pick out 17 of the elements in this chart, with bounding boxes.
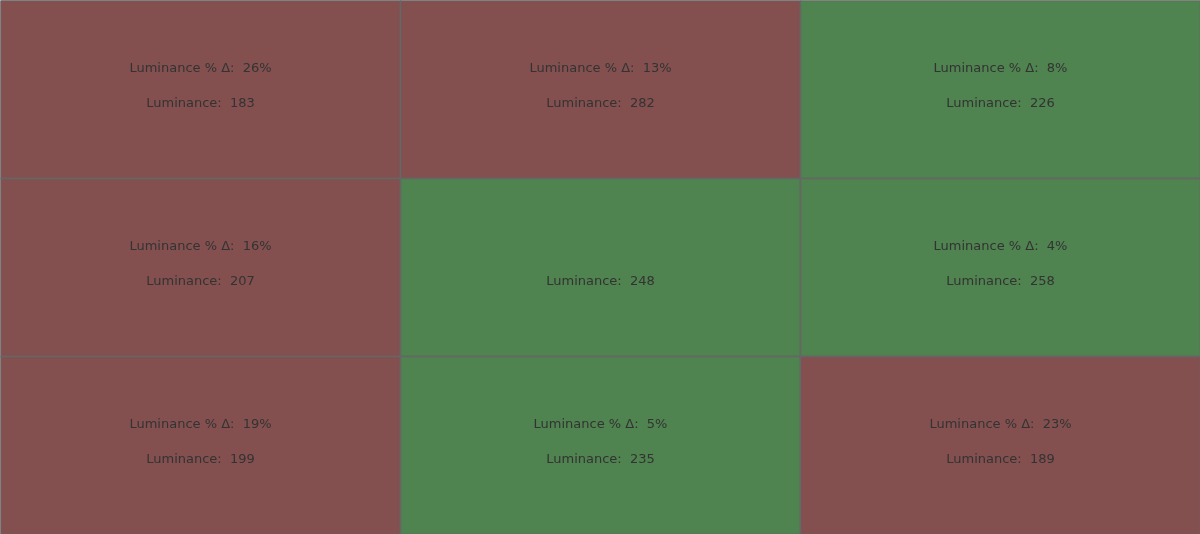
data-label: Luminance: 226 — [946, 94, 1055, 110]
annotation: Luminance % Δ: 4% — [933, 237, 1068, 253]
annotation: Luminance % Δ: 26% — [129, 59, 272, 75]
data-label: Luminance: 248 — [546, 272, 655, 288]
data-label: Luminance: 189 — [946, 450, 1055, 466]
annotation: Luminance % Δ: 23% — [929, 415, 1072, 431]
data-label: Luminance: 183 — [146, 94, 255, 110]
annotation: Luminance % Δ: 13% — [529, 59, 672, 75]
data-label: Luminance: 282 — [546, 94, 655, 110]
annotation: Luminance % Δ: 19% — [129, 415, 272, 431]
data-label: Luminance: 258 — [946, 272, 1055, 288]
annotation: Luminance % Δ: 5% — [533, 415, 668, 431]
data-label: Luminance: 199 — [146, 450, 255, 466]
annotation: Luminance % Δ: 8% — [933, 59, 1068, 75]
annotation: Luminance % Δ: 16% — [129, 237, 272, 253]
data-label: Luminance: 235 — [546, 450, 655, 466]
data-label: Luminance: 207 — [146, 272, 255, 288]
